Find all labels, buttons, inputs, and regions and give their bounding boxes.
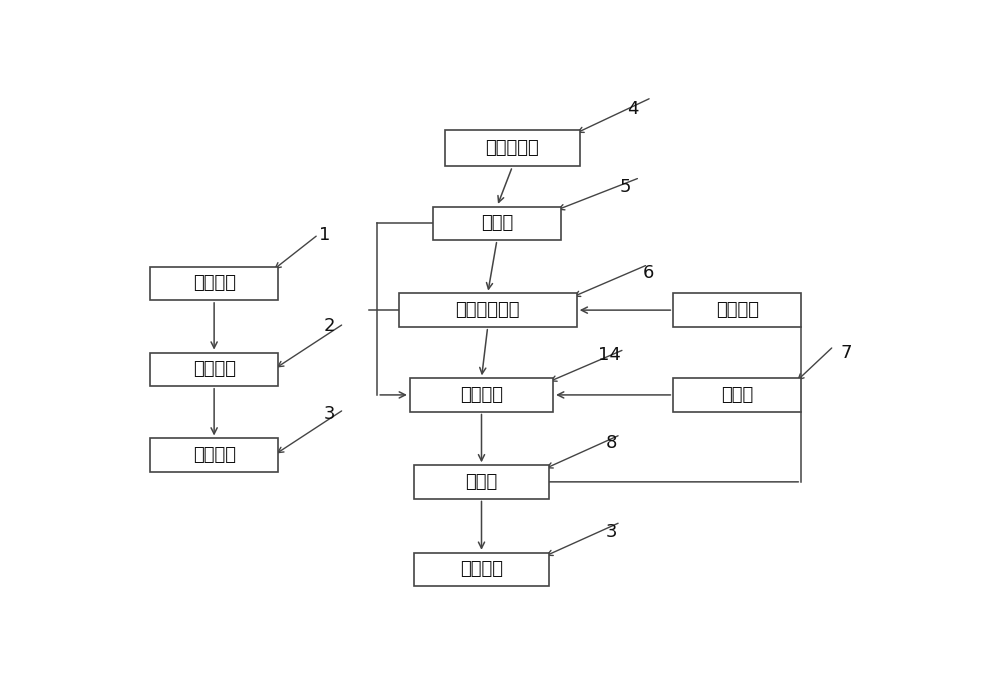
FancyBboxPatch shape [399, 293, 577, 327]
Text: 3: 3 [606, 523, 617, 541]
Text: 泵装置: 泵装置 [465, 473, 498, 491]
Text: 2: 2 [323, 317, 335, 335]
Text: 5: 5 [619, 178, 631, 196]
Text: 温度传感器: 温度传感器 [486, 139, 539, 157]
Text: 冷却系统电源: 冷却系统电源 [455, 301, 520, 319]
Text: 处理器: 处理器 [481, 214, 513, 232]
FancyBboxPatch shape [414, 553, 549, 586]
Text: 7: 7 [840, 344, 852, 362]
FancyBboxPatch shape [433, 206, 561, 240]
FancyBboxPatch shape [673, 293, 801, 327]
Text: 冷却液: 冷却液 [721, 386, 753, 404]
Text: 充电单元: 充电单元 [716, 301, 759, 319]
FancyBboxPatch shape [150, 353, 278, 386]
Text: 1: 1 [319, 226, 330, 244]
FancyBboxPatch shape [410, 378, 553, 411]
FancyBboxPatch shape [673, 378, 801, 411]
Text: 冷却系统: 冷却系统 [193, 360, 236, 378]
Text: 冷却单元: 冷却单元 [460, 560, 503, 579]
Text: 14: 14 [598, 346, 621, 364]
FancyBboxPatch shape [150, 267, 278, 300]
Text: 充电单元: 充电单元 [193, 275, 236, 292]
FancyBboxPatch shape [150, 438, 278, 472]
Text: 4: 4 [627, 100, 639, 118]
Text: 8: 8 [606, 434, 617, 452]
FancyBboxPatch shape [414, 465, 549, 498]
Text: 制冷模块: 制冷模块 [460, 386, 503, 404]
Text: 3: 3 [323, 405, 335, 422]
Text: 6: 6 [643, 263, 654, 282]
FancyBboxPatch shape [445, 130, 580, 167]
Text: 冷却单元: 冷却单元 [193, 446, 236, 464]
